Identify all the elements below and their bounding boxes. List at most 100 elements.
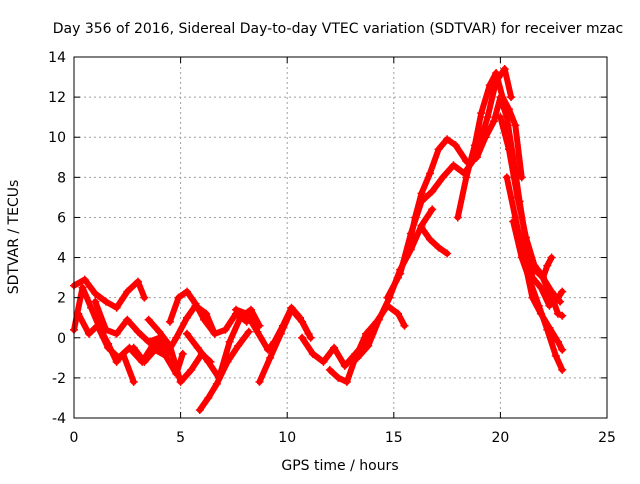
data-point-marker — [195, 405, 204, 414]
data-point-marker — [276, 329, 285, 338]
data-point-marker — [104, 343, 113, 352]
data-point-marker — [210, 329, 219, 338]
data-point-marker — [87, 303, 96, 312]
data-point-marker — [558, 311, 567, 320]
data-point-marker — [483, 113, 492, 122]
data-point-marker — [553, 309, 562, 318]
y-tick-label: -2 — [52, 371, 66, 387]
data-point-marker — [558, 345, 567, 354]
data-point-marker — [438, 173, 447, 182]
data-point-marker — [509, 217, 518, 226]
data-point-marker — [144, 337, 153, 346]
data-point-marker — [242, 309, 251, 318]
data-point-marker — [133, 277, 142, 286]
data-point-marker — [172, 333, 181, 342]
data-point-marker — [204, 357, 213, 366]
data-point-marker — [394, 309, 403, 318]
data-point-marker — [426, 235, 435, 244]
data-point-marker — [524, 249, 533, 258]
data-point-marker — [449, 161, 458, 170]
data-point-marker — [513, 193, 522, 202]
data-point-marker — [151, 345, 160, 354]
data-point-marker — [428, 187, 437, 196]
data-point-marker — [353, 353, 362, 362]
data-point-marker — [477, 109, 486, 118]
y-tick-label: 8 — [57, 170, 66, 186]
x-tick-label: 15 — [385, 430, 403, 446]
data-point-marker — [223, 357, 232, 366]
data-point-marker — [362, 329, 371, 338]
data-point-marker — [298, 317, 307, 326]
x-axis-label: GPS time / hours — [281, 458, 398, 474]
data-point-marker — [543, 283, 552, 292]
data-point-marker — [84, 329, 93, 338]
series-line — [256, 306, 314, 385]
data-point-marker — [308, 349, 317, 358]
data-point-marker — [129, 343, 138, 352]
data-point-marker — [236, 313, 245, 322]
y-tick-label: 6 — [57, 210, 66, 226]
series-group — [70, 65, 567, 414]
data-point-marker — [396, 269, 405, 278]
data-point-marker — [123, 315, 132, 324]
data-point-marker — [193, 343, 202, 352]
data-point-marker — [485, 81, 494, 90]
data-point-marker — [74, 309, 83, 318]
y-tick-label: 12 — [48, 90, 66, 106]
x-tick-label: 25 — [598, 430, 616, 446]
data-point-marker — [176, 377, 185, 386]
data-point-marker — [340, 361, 349, 370]
data-point-marker — [481, 133, 490, 142]
data-point-marker — [319, 357, 328, 366]
series-line — [71, 276, 148, 311]
data-point-marker — [534, 301, 543, 310]
data-point-marker — [426, 169, 435, 178]
data-point-marker — [453, 213, 462, 222]
data-point-marker — [266, 353, 275, 362]
data-point-marker — [490, 117, 499, 126]
data-point-marker — [504, 145, 513, 154]
plot-frame — [73, 56, 608, 419]
data-point-marker — [298, 333, 307, 342]
data-point-marker — [101, 297, 110, 306]
data-point-marker — [472, 153, 481, 162]
series-line — [184, 306, 263, 381]
x-tick-label: 10 — [278, 430, 296, 446]
y-tick-label: 2 — [57, 291, 66, 307]
data-point-marker — [553, 337, 562, 346]
data-point-marker — [342, 377, 351, 386]
data-point-marker — [374, 315, 383, 324]
data-point-marker — [140, 357, 149, 366]
data-point-marker — [114, 353, 123, 362]
chart-title: Day 356 of 2016, Sidereal Day-to-day VTE… — [53, 21, 623, 37]
data-point-marker — [133, 327, 142, 336]
data-point-marker — [225, 337, 234, 346]
x-tick-label: 0 — [70, 430, 79, 446]
data-point-marker — [543, 261, 552, 270]
data-point-marker — [144, 315, 153, 324]
data-point-marker — [558, 365, 567, 374]
data-point-marker — [306, 333, 315, 342]
data-point-marker — [400, 321, 409, 330]
data-point-marker — [244, 327, 253, 336]
y-tick-label: 10 — [48, 130, 66, 146]
data-point-marker — [155, 327, 164, 336]
data-point-marker — [182, 313, 191, 322]
data-point-marker — [543, 325, 552, 334]
data-point-marker — [492, 69, 501, 78]
data-point-marker — [200, 315, 209, 324]
data-point-marker — [417, 197, 426, 206]
data-point-marker — [255, 377, 264, 386]
data-point-marker — [451, 141, 460, 150]
data-point-marker — [91, 289, 100, 298]
data-point-marker — [174, 293, 183, 302]
data-point-marker — [428, 205, 437, 214]
data-point-marker — [182, 329, 191, 338]
series-line — [196, 328, 252, 413]
y-axis-label: SDTVAR / TECUs — [6, 180, 22, 295]
data-point-marker — [507, 93, 516, 102]
data-point-marker — [101, 325, 110, 334]
